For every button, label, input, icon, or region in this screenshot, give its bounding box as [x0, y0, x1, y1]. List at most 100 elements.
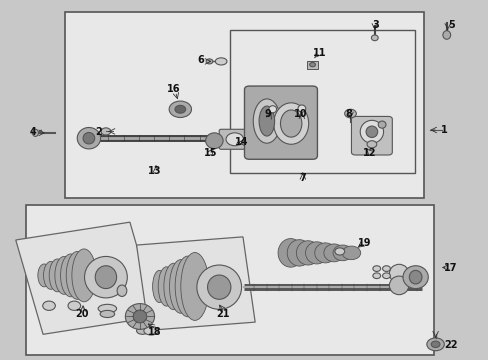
- Text: 2: 2: [95, 127, 102, 137]
- Ellipse shape: [286, 240, 311, 266]
- Ellipse shape: [334, 248, 344, 255]
- Ellipse shape: [136, 327, 148, 334]
- Ellipse shape: [100, 310, 115, 318]
- Ellipse shape: [143, 327, 158, 335]
- Bar: [229, 30, 414, 173]
- Text: 12: 12: [363, 148, 376, 158]
- Ellipse shape: [388, 264, 408, 283]
- Ellipse shape: [382, 266, 389, 271]
- Ellipse shape: [215, 58, 226, 65]
- Text: 11: 11: [312, 48, 326, 58]
- Ellipse shape: [207, 275, 230, 299]
- Ellipse shape: [163, 263, 183, 310]
- Ellipse shape: [309, 63, 315, 67]
- Text: 19: 19: [358, 238, 371, 248]
- Polygon shape: [136, 237, 255, 330]
- Ellipse shape: [68, 301, 81, 310]
- Text: 9: 9: [264, 109, 271, 119]
- Bar: [64, 12, 424, 198]
- Ellipse shape: [253, 99, 280, 143]
- Ellipse shape: [32, 129, 38, 136]
- Ellipse shape: [175, 105, 185, 113]
- Ellipse shape: [49, 259, 65, 292]
- Ellipse shape: [366, 126, 377, 138]
- FancyBboxPatch shape: [219, 129, 249, 149]
- Ellipse shape: [83, 132, 95, 144]
- Ellipse shape: [442, 31, 450, 39]
- Text: 8: 8: [345, 109, 352, 119]
- Text: 3: 3: [372, 19, 378, 30]
- Ellipse shape: [169, 101, 191, 117]
- Ellipse shape: [98, 304, 116, 313]
- Ellipse shape: [225, 133, 243, 146]
- Ellipse shape: [125, 303, 154, 329]
- Ellipse shape: [305, 242, 327, 264]
- Ellipse shape: [197, 265, 241, 309]
- Text: 22: 22: [444, 340, 457, 350]
- Text: 15: 15: [203, 148, 217, 158]
- FancyBboxPatch shape: [351, 116, 391, 155]
- Ellipse shape: [360, 120, 383, 143]
- Ellipse shape: [66, 251, 88, 299]
- Ellipse shape: [43, 261, 58, 289]
- Text: 13: 13: [147, 166, 161, 176]
- Ellipse shape: [388, 276, 408, 295]
- Ellipse shape: [268, 106, 276, 113]
- Ellipse shape: [430, 341, 439, 347]
- Ellipse shape: [117, 285, 126, 296]
- Ellipse shape: [158, 267, 174, 306]
- Ellipse shape: [342, 246, 360, 260]
- Text: 4: 4: [30, 127, 36, 137]
- Ellipse shape: [344, 109, 356, 118]
- Ellipse shape: [371, 35, 377, 41]
- Ellipse shape: [382, 273, 389, 279]
- Ellipse shape: [38, 264, 50, 287]
- Bar: [306, 61, 318, 68]
- Text: 16: 16: [167, 84, 181, 94]
- Ellipse shape: [181, 252, 208, 320]
- Ellipse shape: [273, 103, 308, 144]
- Text: 18: 18: [147, 327, 161, 337]
- Text: 14: 14: [235, 138, 248, 148]
- Ellipse shape: [426, 338, 444, 351]
- Ellipse shape: [133, 310, 146, 323]
- Ellipse shape: [280, 110, 301, 137]
- Ellipse shape: [408, 270, 421, 284]
- Ellipse shape: [55, 256, 73, 294]
- Ellipse shape: [205, 59, 212, 64]
- Ellipse shape: [169, 260, 191, 313]
- Text: 17: 17: [444, 262, 457, 273]
- Ellipse shape: [377, 121, 385, 128]
- Ellipse shape: [101, 128, 111, 135]
- Bar: [26, 205, 433, 355]
- Ellipse shape: [72, 249, 96, 302]
- Ellipse shape: [175, 256, 200, 317]
- Text: 5: 5: [447, 19, 453, 30]
- Ellipse shape: [372, 273, 380, 279]
- Ellipse shape: [297, 105, 305, 112]
- FancyBboxPatch shape: [244, 86, 317, 159]
- Text: 21: 21: [215, 309, 229, 319]
- Ellipse shape: [136, 322, 148, 329]
- Ellipse shape: [323, 244, 344, 262]
- Text: 20: 20: [75, 309, 88, 319]
- Ellipse shape: [366, 141, 376, 148]
- Ellipse shape: [296, 241, 319, 265]
- Ellipse shape: [95, 266, 116, 289]
- Ellipse shape: [42, 301, 55, 310]
- Text: 6: 6: [197, 55, 203, 65]
- Text: 7: 7: [299, 173, 305, 183]
- Ellipse shape: [61, 254, 81, 297]
- Text: 10: 10: [293, 109, 306, 119]
- Ellipse shape: [77, 127, 101, 149]
- Ellipse shape: [84, 256, 127, 298]
- Ellipse shape: [152, 270, 166, 302]
- Ellipse shape: [278, 239, 303, 267]
- Ellipse shape: [372, 266, 380, 271]
- Text: 1: 1: [440, 125, 447, 135]
- Ellipse shape: [332, 245, 352, 261]
- Ellipse shape: [259, 106, 274, 136]
- Ellipse shape: [205, 133, 223, 149]
- Ellipse shape: [402, 266, 427, 289]
- Ellipse shape: [314, 243, 335, 263]
